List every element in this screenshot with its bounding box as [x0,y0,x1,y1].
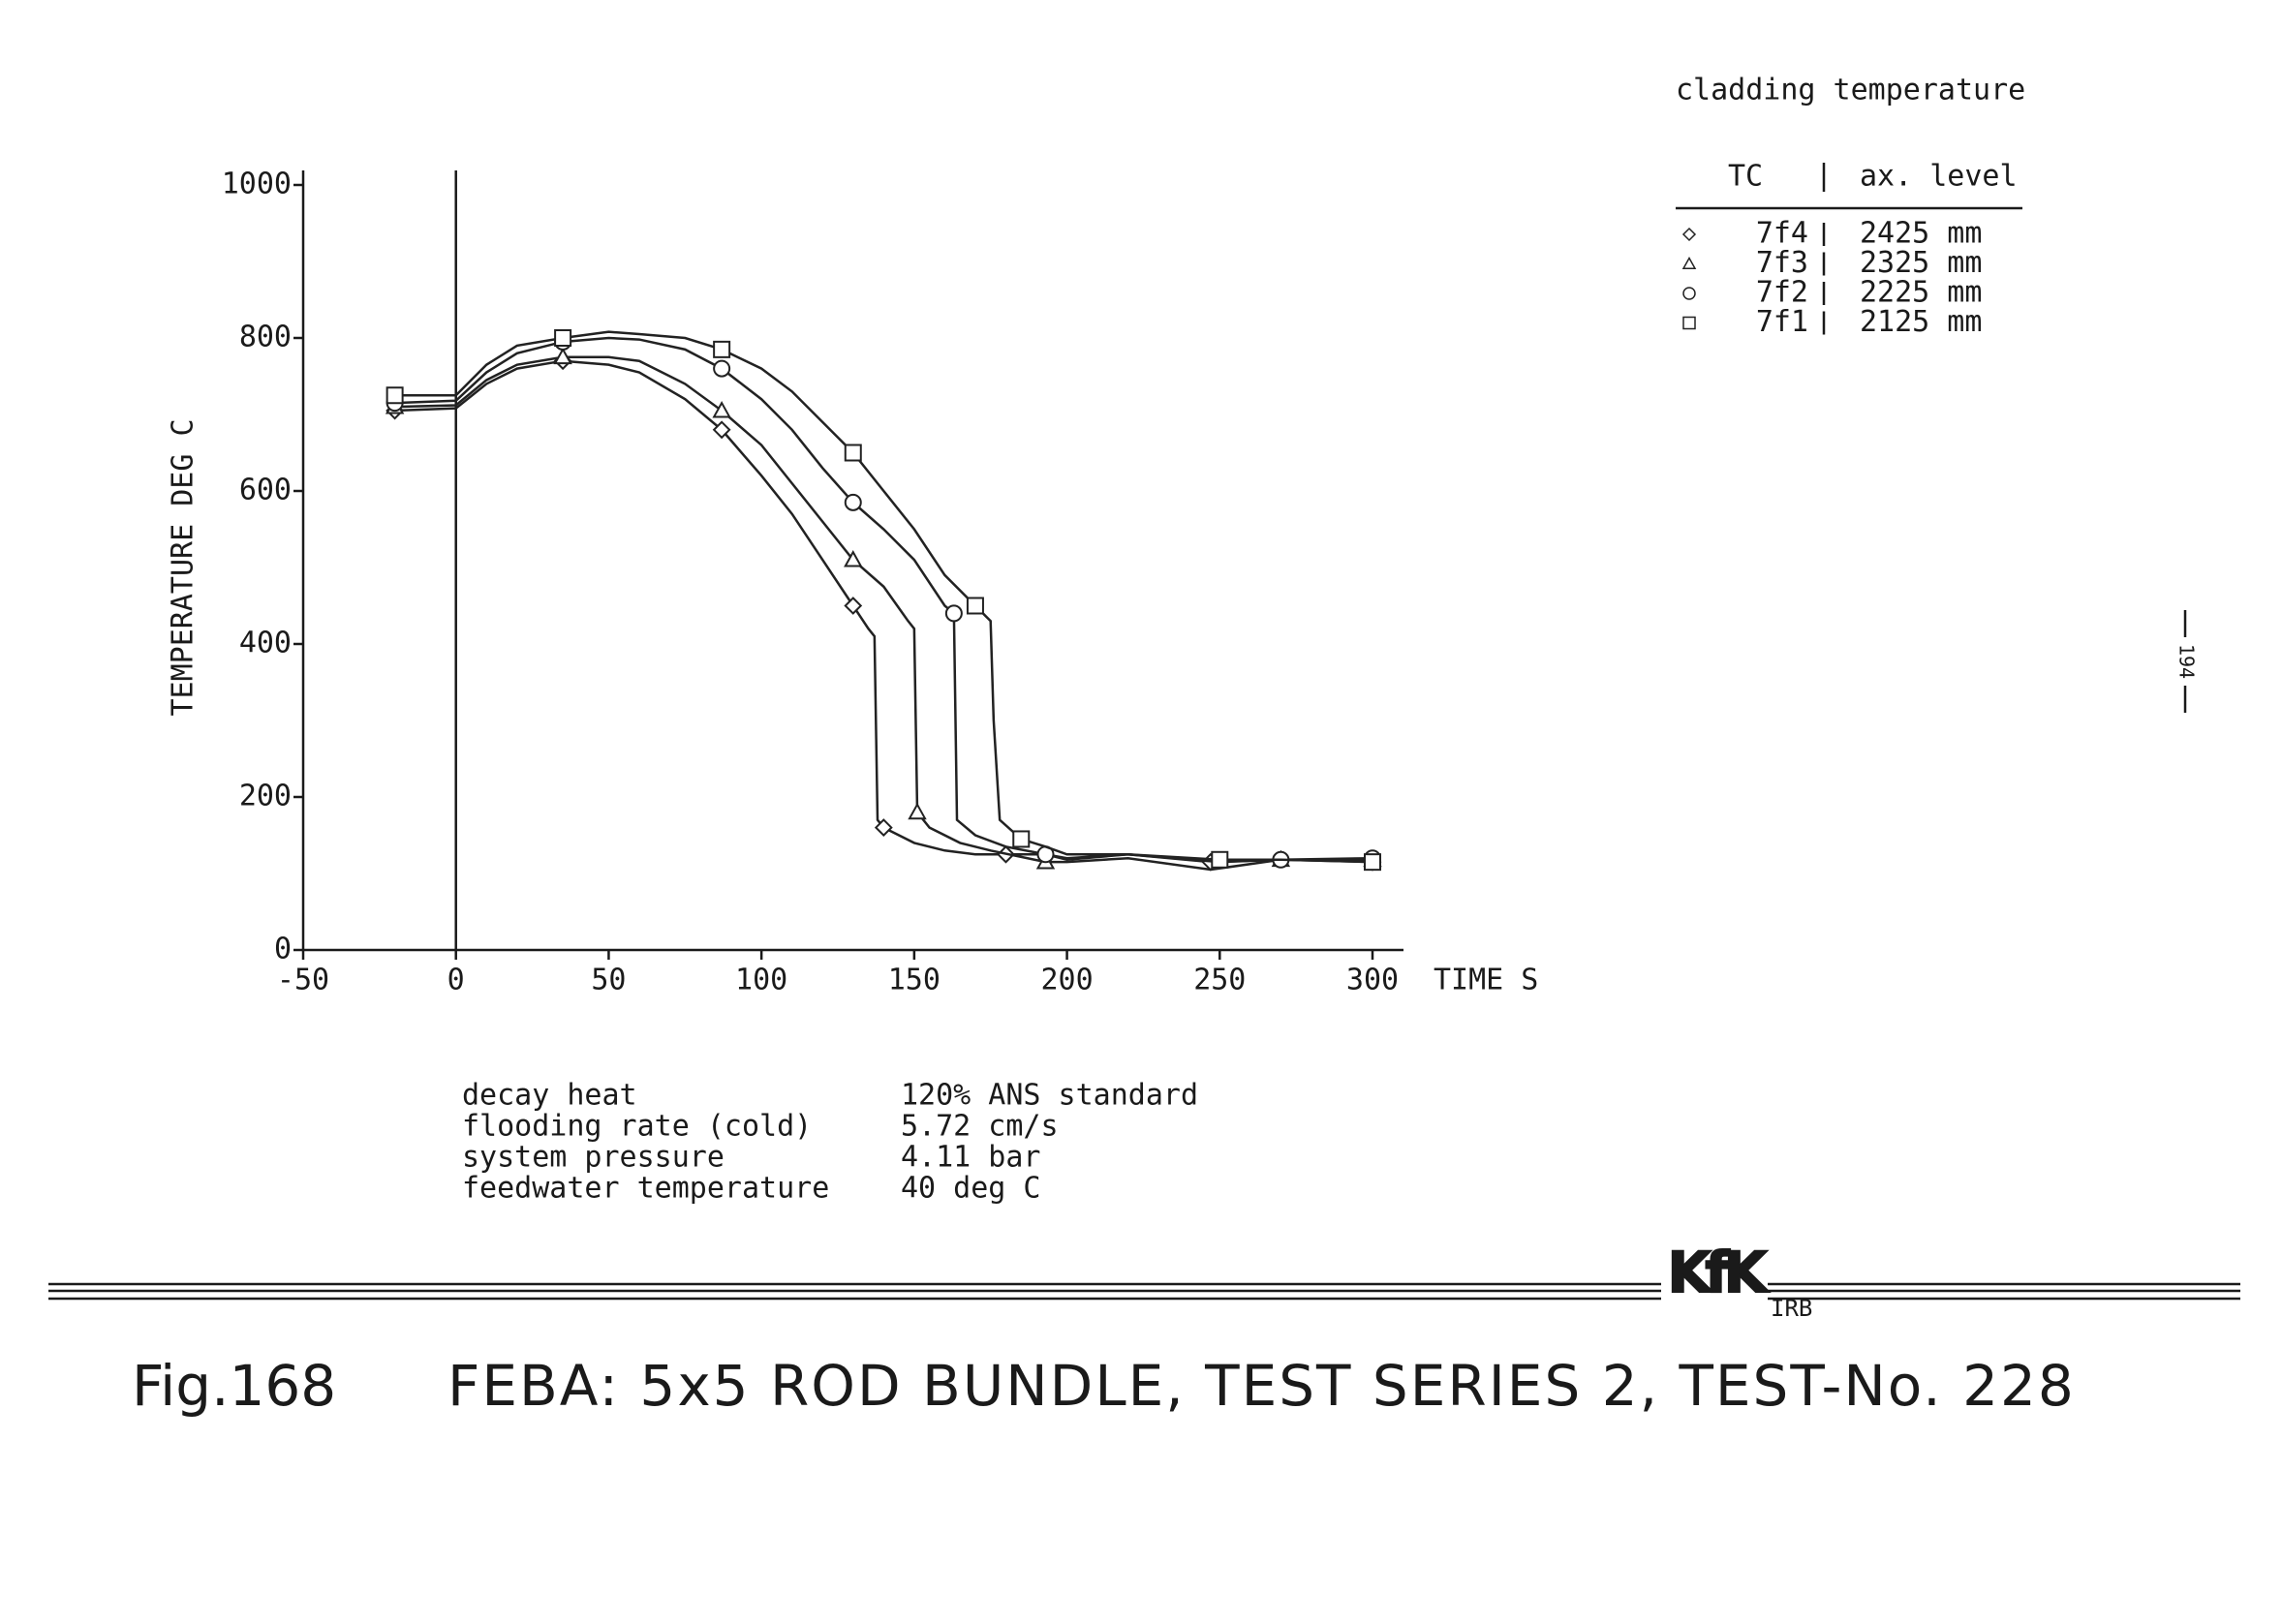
logo-sub: IRB [1771,1295,1812,1322]
marker [1682,316,1696,330]
legend-label: 7f3 [1756,246,1808,280]
logo: KfK [1667,1240,1769,1305]
legend-label: 7f4 [1756,217,1808,251]
x-tick-label: 0 [447,964,465,997]
marker [1211,850,1229,869]
legend-header: TC [1728,160,1763,194]
marker [385,386,404,405]
marker [1681,256,1697,270]
marker [553,347,572,365]
marker [844,444,862,462]
legend-level: 2225 mm [1860,276,1982,310]
x-tick-label: -50 [277,964,329,997]
x-tick-label: 100 [735,964,787,997]
y-tick-label: 800 [239,321,292,354]
legend-title: cladding temperature [1676,74,2025,107]
legend-label: 7f1 [1756,305,1808,339]
condition-value: 5.72 cm/s [901,1110,1059,1144]
series-line [394,330,1373,864]
x-tick-label: 200 [1040,964,1093,997]
y-axis-label: TEMPERATURE DEG C [167,418,200,716]
y-tick-label: 200 [239,780,292,813]
series-line [394,359,1373,864]
marker [908,802,927,820]
marker [1681,227,1697,242]
page-number: 194 [2175,644,2199,679]
legend-label: 7f2 [1756,276,1808,310]
x-tick-label: 250 [1193,964,1246,997]
marker [713,340,731,358]
figure-number: Fig.168 [132,1353,336,1419]
legend-level: 2425 mm [1860,217,1982,251]
condition-label: system pressure [462,1141,725,1175]
logo-backdrop [1661,1249,1768,1327]
marker [554,329,572,347]
series-line [394,336,1373,864]
legend-header: ax. level [1860,160,2018,194]
y-tick-label: 600 [239,474,292,507]
condition-label: decay heat [462,1079,637,1113]
y-tick-label: 0 [274,933,292,966]
marker [1012,830,1031,848]
series-line [394,355,1372,872]
marker [966,597,984,615]
y-tick-label: 1000 [222,168,292,201]
y-tick-label: 400 [239,627,292,660]
marker [713,359,731,378]
x-tick-label: 150 [888,964,941,997]
legend-level: 2125 mm [1860,305,1982,339]
marker [1682,287,1696,300]
marker [844,597,863,615]
condition-value: 120% ANS standard [901,1079,1198,1113]
x-tick-label: 300 [1346,964,1399,997]
marker [944,604,963,623]
marker [712,420,731,440]
condition-label: flooding rate (cold) [462,1110,812,1144]
marker [874,818,893,838]
condition-value: 40 deg C [901,1172,1041,1206]
legend-level: 2325 mm [1860,246,1982,280]
marker [844,493,862,511]
figure-title: FEBA: 5x5 ROD BUNDLE, TEST SERIES 2, TES… [447,1353,2076,1419]
condition-value: 4.11 bar [901,1141,1041,1175]
x-tick-label: 50 [591,964,626,997]
x-axis-label: TIME S [1434,964,1538,997]
marker [712,400,731,418]
marker [844,550,863,567]
condition-label: feedwater temperature [462,1172,829,1206]
marker [1364,853,1381,872]
